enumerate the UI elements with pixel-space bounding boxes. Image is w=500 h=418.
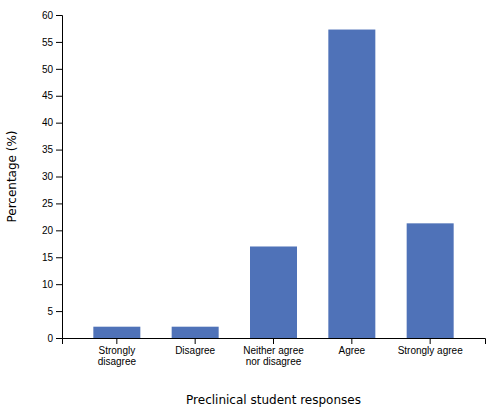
x-tick: Stronglydisagree — [98, 338, 137, 367]
x-axis-title: Preclinical student responses — [186, 393, 361, 407]
y-tick: 30 — [42, 171, 62, 182]
x-tick-label: Agree — [338, 345, 365, 356]
y-tick-label: 0 — [47, 333, 53, 344]
x-tick-label-line: Disagree — [175, 345, 215, 356]
y-tick-label: 15 — [42, 252, 54, 263]
x-tick-mark — [273, 338, 274, 344]
y-tick-mark — [56, 230, 62, 231]
y-tick: 40 — [42, 117, 62, 128]
x-tick: Neither agreenor disagree — [243, 338, 304, 367]
y-tick-label: 45 — [42, 90, 54, 101]
y-tick-mark — [56, 311, 62, 312]
y-tick: 5 — [47, 306, 62, 317]
y-tick-label: 30 — [42, 171, 54, 182]
x-tick-label-line: Agree — [338, 345, 365, 356]
y-tick-label: 10 — [42, 279, 54, 290]
y-tick-mark — [56, 284, 62, 285]
y-tick-mark — [56, 177, 62, 178]
y-axis-line — [56, 16, 63, 339]
y-tick-label: 50 — [42, 64, 54, 75]
x-tick-label-line: Neither agree — [243, 345, 304, 356]
y-tick: 45 — [42, 90, 62, 101]
y-tick-mark — [56, 338, 62, 339]
x-tick: Agree — [338, 338, 365, 356]
x-tick-label-line: nor disagree — [246, 356, 302, 367]
y-tick-label: 5 — [47, 306, 53, 317]
bar — [250, 246, 297, 338]
x-tick-label: Stronglydisagree — [98, 345, 137, 367]
x-tick-mark — [430, 338, 431, 344]
x-tick-label-line: Strongly — [98, 345, 135, 356]
bar — [172, 327, 219, 338]
y-tick: 10 — [42, 279, 62, 290]
x-axis-line — [63, 339, 486, 345]
x-axis: Stronglydisagree Disagree Neither agreenor… — [63, 338, 486, 367]
y-tick-label: 25 — [42, 198, 54, 209]
y-tick-mark — [56, 15, 62, 16]
y-tick: 50 — [42, 64, 62, 75]
y-tick-mark — [56, 42, 62, 43]
x-tick-label-line: disagree — [98, 356, 137, 367]
chart: 0 5 10 15 20 25 30 35 40 45 50 55 60 Stronglydisagree… — [0, 0, 500, 418]
y-tick-label: 60 — [42, 10, 54, 21]
y-tick: 25 — [42, 198, 62, 209]
y-axis: 0 5 10 15 20 25 30 35 40 45 50 55 60 — [42, 10, 63, 344]
x-tick-label: Disagree — [175, 345, 215, 356]
y-tick: 55 — [42, 37, 62, 48]
y-tick: 20 — [42, 225, 62, 236]
y-axis-title: Percentage (%) — [5, 130, 19, 222]
y-tick-mark — [56, 123, 62, 124]
plot: 0 5 10 15 20 25 30 35 40 45 50 55 60 Stronglydisagree… — [42, 10, 486, 367]
y-tick: 35 — [42, 144, 62, 155]
x-tick-mark — [351, 338, 352, 344]
y-tick: 60 — [42, 10, 62, 21]
y-tick-label: 40 — [42, 117, 54, 128]
x-tick-label: Neither agreenor disagree — [243, 345, 304, 367]
y-tick-mark — [56, 69, 62, 70]
x-tick: Disagree — [175, 338, 215, 356]
y-tick-label: 55 — [42, 37, 54, 48]
x-tick: Strongly agree — [398, 338, 463, 356]
x-tick-mark — [116, 338, 117, 344]
y-tick-mark — [56, 257, 62, 258]
x-tick-label-line: Strongly agree — [398, 345, 463, 356]
y-tick-mark — [56, 150, 62, 151]
y-tick-mark — [56, 203, 62, 204]
x-tick-label: Strongly agree — [398, 345, 463, 356]
y-tick-mark — [56, 96, 62, 97]
y-tick: 15 — [42, 252, 62, 263]
bars — [93, 30, 453, 338]
y-tick: 0 — [47, 333, 62, 344]
bar — [328, 30, 375, 338]
y-tick-label: 35 — [42, 144, 54, 155]
y-tick-label: 20 — [42, 225, 54, 236]
x-tick-mark — [195, 338, 196, 344]
bar — [407, 223, 454, 338]
bar — [93, 327, 140, 338]
